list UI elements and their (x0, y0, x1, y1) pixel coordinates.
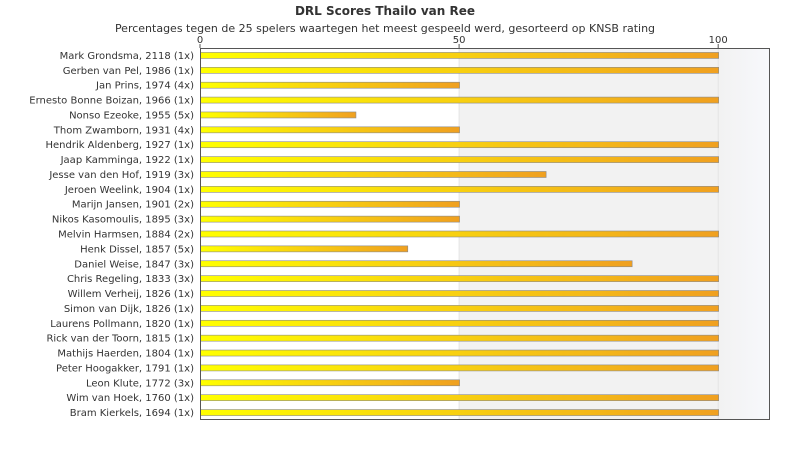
category-label-3: Ernesto Bonne Boizan, 1966 (1x) (29, 96, 194, 107)
category-label-8: Jesse van den Hof, 1919 (3x) (48, 170, 194, 181)
bar-4 (200, 111, 357, 119)
category-label-13: Henk Dissel, 1857 (5x) (80, 244, 194, 255)
bar-0 (200, 52, 719, 59)
bar-19 (200, 334, 719, 342)
category-label-21: Peter Hoogakker, 1791 (1x) (56, 363, 194, 374)
category-label-5: Thom Zwamborn, 1931 (4x) (53, 125, 194, 136)
band-100-110 (718, 48, 770, 420)
bar-16 (200, 290, 719, 297)
category-label-15: Chris Regeling, 1833 (3x) (67, 274, 194, 285)
category-label-19: Rick van der Toorn, 1815 (1x) (46, 334, 194, 345)
category-label-9: Jeroen Weelink, 1904 (1x) (64, 185, 194, 196)
category-label-20: Mathijs Haerden, 1804 (1x) (57, 349, 194, 360)
category-label-16: Willem Verheij, 1826 (1x) (68, 289, 194, 300)
category-label-10: Marijn Jansen, 1901 (2x) (72, 200, 194, 211)
category-label-24: Bram Kierkels, 1694 (1x) (70, 408, 194, 419)
category-label-11: Nikos Kasomoulis, 1895 (3x) (52, 215, 194, 226)
category-label-17: Simon van Dijk, 1826 (1x) (64, 304, 194, 315)
category-label-12: Melvin Harmsen, 1884 (2x) (58, 230, 194, 241)
chart-title: DRL Scores Thailo van Ree (294, 4, 476, 18)
category-label-18: Laurens Pollmann, 1820 (1x) (50, 319, 194, 330)
category-label-1: Gerben van Pel, 1986 (1x) (63, 66, 194, 77)
category-label-23: Wim van Hoek, 1760 (1x) (66, 393, 194, 404)
chart-subtitle: Percentages tegen de 25 spelers waartege… (114, 22, 656, 35)
tick-labels: 0 50 100 (197, 35, 728, 46)
category-label-22: Leon Klute, 1772 (3x) (86, 378, 194, 389)
bar-14 (200, 260, 633, 268)
category-labels: Mark Grondsma, 2118 (1x) Gerben van Pel, … (29, 51, 194, 419)
tick-label-1: 50 (453, 35, 466, 46)
category-label-6: Hendrik Aldenberg, 1927 (1x) (45, 140, 194, 151)
category-label-0: Mark Grondsma, 2118 (1x) (60, 51, 195, 62)
bar-3 (200, 96, 719, 104)
bars (200, 52, 719, 416)
bar-7 (200, 156, 719, 163)
bar-22 (200, 379, 460, 387)
bar-11 (200, 215, 460, 223)
category-label-7: Jaap Kamminga, 1922 (1x) (60, 155, 194, 166)
tick-label-0: 0 (197, 35, 203, 46)
bar-5 (200, 126, 460, 134)
bar-13 (200, 245, 409, 253)
bar-12 (200, 230, 719, 238)
tick-label-2: 100 (709, 35, 728, 46)
bar-17 (200, 305, 719, 312)
axes (199, 44, 770, 420)
bar-2 (200, 81, 460, 89)
category-label-2: Jan Prins, 1974 (4x) (95, 81, 194, 92)
bar-9 (200, 186, 719, 193)
bar-24 (200, 409, 719, 416)
bar-6 (200, 141, 719, 149)
bar-18 (200, 319, 719, 327)
bar-15 (200, 275, 719, 282)
bar-1 (200, 67, 719, 74)
bar-8 (200, 171, 547, 178)
plot-background (200, 48, 770, 420)
plot-frame (200, 48, 770, 420)
bar-21 (200, 364, 719, 372)
bar-20 (200, 349, 719, 357)
bar-10 (200, 200, 460, 208)
category-label-4: Nonso Ezeoke, 1955 (5x) (69, 110, 194, 121)
bar-23 (200, 394, 719, 401)
category-label-14: Daniel Weise, 1847 (3x) (74, 259, 194, 270)
